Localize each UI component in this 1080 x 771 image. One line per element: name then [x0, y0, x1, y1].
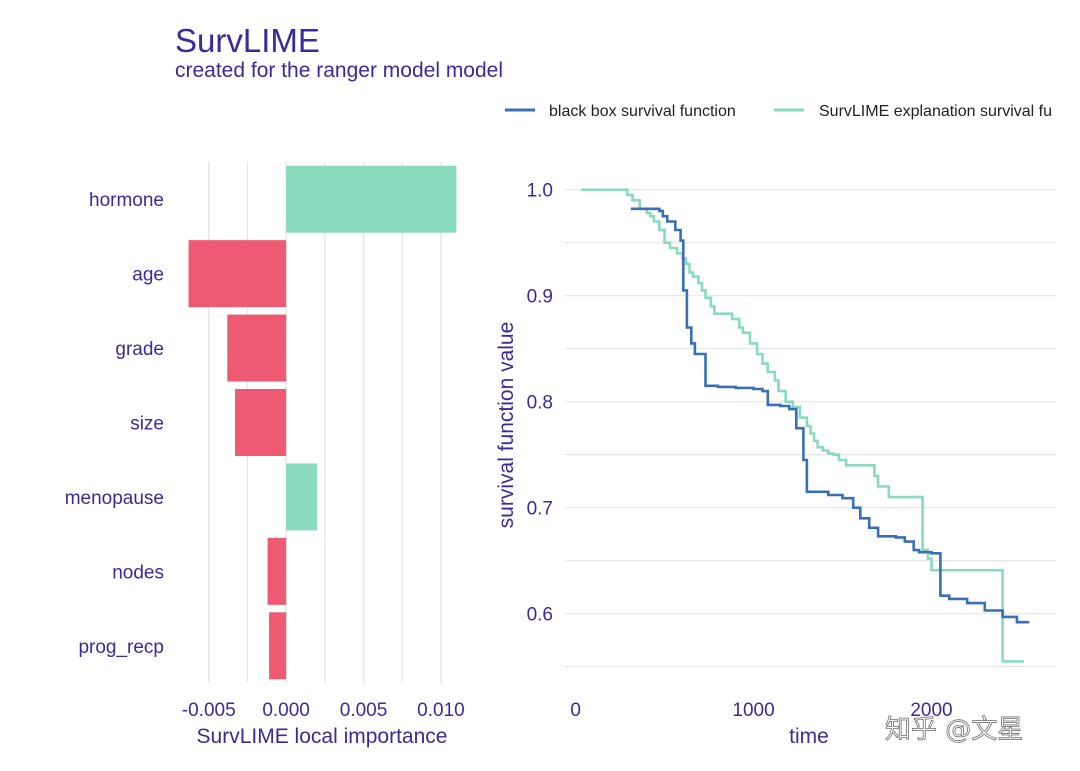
- line-y-tick-label: 0.9: [527, 287, 553, 308]
- bar-prog_recp: [269, 612, 287, 680]
- category-label: age: [132, 265, 164, 286]
- bar-age: [188, 240, 287, 308]
- bar-x-axis-title: SurvLIME local importance: [197, 725, 448, 748]
- line-y-axis-title: survival function value: [495, 322, 518, 529]
- category-label: menopause: [65, 488, 164, 509]
- legend-label-explanation: SurvLIME explanation survival fu: [819, 103, 1052, 120]
- line-y-tick-label: 0.8: [527, 393, 553, 414]
- line-x-tick-label: 2000: [910, 700, 952, 721]
- series-line-explanation: [581, 188, 1024, 663]
- category-label: hormone: [89, 190, 164, 211]
- line-x-tick-label: 1000: [732, 700, 774, 721]
- legend: black box survival function SurvLIME exp…: [505, 103, 1052, 120]
- bar-grade: [227, 314, 287, 382]
- category-label: prog_recp: [78, 637, 164, 658]
- chart-title: SurvLIME: [175, 22, 320, 59]
- bar-menopause: [286, 463, 318, 531]
- line-y-tick-label: 0.6: [527, 605, 553, 626]
- bar-x-tick-label: 0.000: [262, 700, 310, 721]
- chart-subtitle: created for the ranger model model: [175, 59, 503, 82]
- bar-size: [235, 389, 287, 456]
- category-label: nodes: [112, 562, 164, 583]
- series-line-blackbox: [630, 207, 1030, 624]
- category-label: grade: [115, 339, 164, 360]
- category-label: size: [130, 414, 164, 435]
- bar-x-tick-label: -0.005: [182, 700, 236, 721]
- legend-label-blackbox: black box survival function: [549, 103, 736, 120]
- line-y-tick-label: 1.0: [527, 181, 553, 202]
- importance-bar-panel: hormone age grade size menopause nodes prog_re…: [65, 162, 465, 721]
- bar-nodes: [267, 537, 287, 605]
- bar-x-tick-label: 0.010: [417, 700, 465, 721]
- bar-hormone: [286, 165, 457, 233]
- line-y-tick-label: 0.7: [527, 499, 553, 520]
- survival-line-panel: 0.6 0.7 0.8 0.9 1.0 0 1000 2000: [527, 181, 1056, 721]
- bar-x-tick-label: 0.005: [340, 700, 388, 721]
- line-x-axis-title: time: [789, 725, 829, 748]
- watermark: 知乎 @文星: [885, 715, 1023, 745]
- line-x-tick-label: 0: [570, 700, 581, 721]
